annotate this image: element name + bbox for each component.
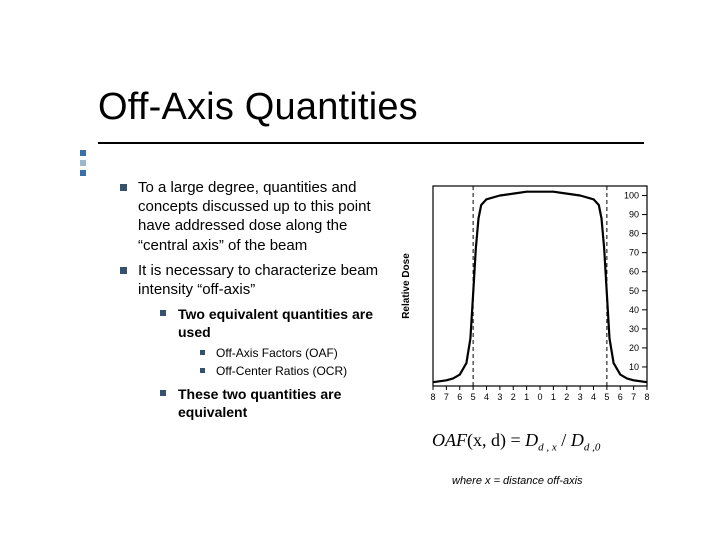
chart-svg: 10203040506070809010087654321012345678Re… xyxy=(395,178,657,408)
accent-square-icon xyxy=(80,160,86,166)
eq-slash: / xyxy=(557,430,571,450)
title-area: Off-Axis Quantities xyxy=(98,86,418,129)
svg-text:70: 70 xyxy=(629,248,639,258)
bullet-level2: These two quantities are equivalent xyxy=(160,385,382,421)
svg-text:4: 4 xyxy=(484,392,489,402)
svg-text:20: 20 xyxy=(629,343,639,353)
svg-text:50: 50 xyxy=(629,286,639,296)
bullet-list: To a large degree, quantities and concep… xyxy=(120,178,382,427)
svg-text:30: 30 xyxy=(629,324,639,334)
eq-func: OAF xyxy=(432,430,467,450)
svg-text:1: 1 xyxy=(551,392,556,402)
svg-text:60: 60 xyxy=(629,267,639,277)
accent-square-icon xyxy=(80,150,86,156)
svg-text:80: 80 xyxy=(629,229,639,239)
svg-text:8: 8 xyxy=(430,392,435,402)
bullet-text: Two equivalent quantities are used xyxy=(178,306,373,340)
svg-text:5: 5 xyxy=(471,392,476,402)
svg-text:3: 3 xyxy=(497,392,502,402)
equation-caption: where x = distance off-axis xyxy=(452,475,583,487)
eq-Dnum: D xyxy=(525,430,538,450)
bullet-level3: Off-Axis Factors (OAF) xyxy=(200,346,382,362)
profile-chart: 10203040506070809010087654321012345678Re… xyxy=(395,178,657,408)
svg-text:100: 100 xyxy=(624,191,639,201)
bullet-text: It is necessary to characterize beam int… xyxy=(138,262,378,298)
svg-text:2: 2 xyxy=(511,392,516,402)
svg-text:7: 7 xyxy=(631,392,636,402)
svg-text:90: 90 xyxy=(629,210,639,220)
slide: Off-Axis Quantities To a large degree, q… xyxy=(0,0,720,540)
accent-square-icon xyxy=(80,170,86,176)
eq-Dden-sub: d ,0 xyxy=(584,442,601,454)
bullet-text: These two quantities are equivalent xyxy=(178,386,341,420)
slide-title: Off-Axis Quantities xyxy=(98,86,418,129)
bullet-level2: Two equivalent quantities are used Off-A… xyxy=(160,305,382,380)
svg-text:6: 6 xyxy=(618,392,623,402)
accent-squares xyxy=(80,150,100,180)
svg-text:2: 2 xyxy=(564,392,569,402)
eq-Dden: D xyxy=(571,430,584,450)
svg-text:8: 8 xyxy=(644,392,649,402)
bullet-level3: Off-Center Ratios (OCR) xyxy=(200,364,382,380)
bullet-level1: It is necessary to characterize beam int… xyxy=(120,261,382,421)
eq-equals: = xyxy=(506,430,525,450)
svg-text:3: 3 xyxy=(578,392,583,402)
eq-Dnum-sub: d , x xyxy=(538,442,557,454)
eq-args: (x, d) xyxy=(467,430,506,450)
bullet-level1: To a large degree, quantities and concep… xyxy=(120,178,382,255)
svg-text:5: 5 xyxy=(604,392,609,402)
equation: OAF(x, d) = Dd , x / Dd ,0 xyxy=(432,430,652,454)
svg-text:10: 10 xyxy=(629,362,639,372)
svg-text:0: 0 xyxy=(537,392,542,402)
title-underline xyxy=(98,142,644,144)
svg-text:4: 4 xyxy=(591,392,596,402)
svg-text:40: 40 xyxy=(629,305,639,315)
svg-text:7: 7 xyxy=(444,392,449,402)
svg-text:6: 6 xyxy=(457,392,462,402)
svg-text:Relative Dose: Relative Dose xyxy=(401,253,412,319)
svg-text:1: 1 xyxy=(524,392,529,402)
